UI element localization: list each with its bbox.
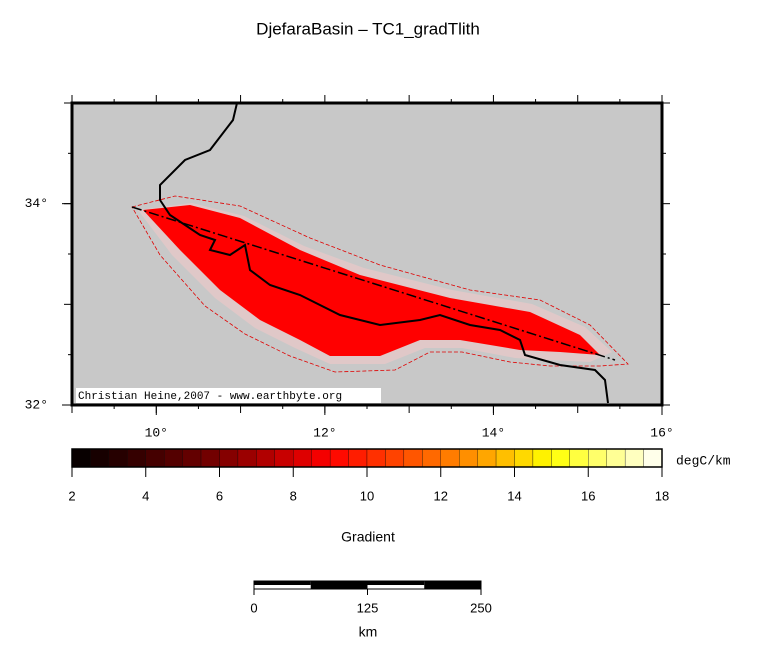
scalebar-segment	[310, 585, 368, 589]
colorbar-cell	[495, 448, 515, 468]
colorbar-cell	[164, 448, 183, 468]
colorbar-tick-label: 14	[507, 488, 521, 503]
colorbar-cell	[311, 448, 331, 468]
colorbar-cell	[108, 448, 128, 468]
colorbar: 2 4 6 8 10 12 14 16 18	[68, 448, 669, 503]
lon-tick-label: 16°	[650, 425, 673, 440]
colorbar-cell	[71, 448, 91, 468]
scalebar-segment	[424, 585, 481, 589]
scalebar-segment	[254, 581, 311, 585]
colorbar-cell	[366, 448, 386, 468]
map: Christian Heine,2007 - www.earthbyte.org	[70, 101, 664, 407]
colorbar-cell	[514, 448, 534, 468]
scalebar-segment	[367, 581, 425, 585]
colorbar-cell	[274, 448, 294, 468]
scalebar-tick-label: 250	[470, 600, 492, 615]
profile-line	[131, 206, 616, 361]
scalebar-segment	[254, 585, 311, 589]
colorbar-cell	[256, 448, 275, 468]
colorbar-cell	[237, 448, 257, 468]
colorbar-cell	[200, 448, 220, 468]
colorbar-cell	[643, 448, 663, 468]
gradient-field	[143, 205, 600, 356]
colorbar-cell	[569, 448, 589, 468]
colorbar-cell	[219, 448, 239, 468]
colorbar-tick-label: 6	[216, 488, 223, 503]
credit-box	[76, 388, 381, 403]
scalebar-tick-label: 125	[357, 600, 379, 615]
colorbar-cell	[127, 448, 146, 468]
lon-tick-label: 14°	[482, 425, 505, 440]
colorbar-tick-label: 2	[68, 488, 75, 503]
lat-tick-label: 34°	[25, 196, 48, 211]
colorbar-label: Gradient	[341, 529, 395, 545]
colorbar-cell	[90, 448, 110, 468]
title: DjefaraBasin – TC1_gradTlith	[256, 19, 480, 38]
colorbar-cell	[532, 448, 552, 468]
colorbar-cell	[606, 448, 626, 468]
colorbar-cell	[293, 448, 312, 468]
lon-tick-label: 12°	[313, 425, 336, 440]
colorbar-cell	[422, 448, 441, 468]
scalebar-tick-label: 0	[250, 600, 257, 615]
colorbar-cell	[588, 448, 607, 468]
colorbar-cell	[551, 448, 570, 468]
coastline	[159, 102, 609, 404]
colorbar-cell	[348, 448, 368, 468]
colorbar-tick-label: 4	[142, 488, 149, 503]
scalebar: 0 125 250	[250, 580, 492, 615]
colorbar-tick-label: 10	[360, 488, 374, 503]
colorbar-cell	[459, 448, 478, 468]
colorbar-cell	[403, 448, 423, 468]
colorbar-cell	[624, 448, 644, 468]
boundary-outline	[131, 195, 629, 373]
colorbar-tick-label: 12	[434, 488, 448, 503]
colorbar-unit: degC/km	[676, 453, 731, 468]
scalebar-segment	[310, 581, 368, 585]
colorbar-cell	[329, 448, 349, 468]
colorbar-cell	[440, 448, 460, 468]
lat-tick-label: 32°	[25, 397, 48, 412]
colorbar-tick-label: 16	[581, 488, 595, 503]
scalebar-segment	[367, 585, 425, 589]
credit: Christian Heine,2007 - www.earthbyte.org	[78, 391, 342, 403]
scalebar-segment	[424, 581, 481, 585]
lon-tick-label: 10°	[145, 425, 168, 440]
colorbar-tick-label: 18	[655, 488, 669, 503]
colorbar-cell	[385, 448, 405, 468]
colorbar-tick-label: 8	[290, 488, 297, 503]
colorbar-cell	[182, 448, 202, 468]
colorbar-cell	[477, 448, 497, 468]
scalebar-unit: km	[359, 624, 378, 640]
colorbar-cell	[145, 448, 165, 468]
